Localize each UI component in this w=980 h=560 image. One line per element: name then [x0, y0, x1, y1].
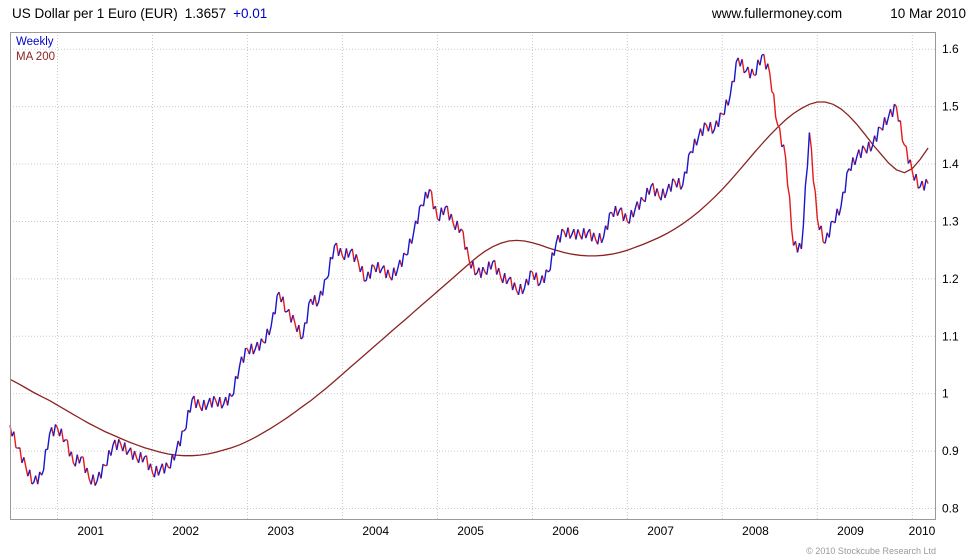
svg-text:2009: 2009 — [837, 524, 864, 538]
svg-text:0.9: 0.9 — [942, 444, 959, 458]
grid-lines — [10, 32, 936, 520]
header-meta: www.fullermoney.com 10 Mar 2010 — [712, 6, 966, 21]
plot-border — [10, 32, 936, 520]
legend-weekly: Weekly — [16, 36, 54, 48]
svg-text:0.8: 0.8 — [942, 502, 959, 516]
chart-area: 0.8 0.9 1 1.1 1.2 1.3 1.4 1.5 1.6 2001 2002 2003 200… — [0, 26, 980, 560]
legend-ma200: MA 200 — [16, 51, 55, 63]
svg-text:2008: 2008 — [742, 524, 769, 538]
svg-text:1.6: 1.6 — [942, 42, 959, 56]
svg-text:2002: 2002 — [172, 524, 199, 538]
ma200-line — [9, 101, 929, 457]
svg-text:1.1: 1.1 — [942, 329, 959, 343]
x-axis-labels: 2001 2002 2003 2004 2005 2006 2007 2008 2009 2010 — [77, 524, 935, 538]
legend: Weekly MA 200 — [16, 35, 55, 65]
last-price: 1.3657 — [184, 5, 227, 21]
y-axis-labels: 0.8 0.9 1 1.1 1.2 1.3 1.4 1.5 1.6 — [942, 42, 959, 515]
copyright-text: © 2010 Stockcube Research Ltd — [806, 546, 936, 556]
price-change: +0.01 — [233, 5, 268, 21]
date-text: 10 Mar 2010 — [890, 5, 966, 21]
chart-header: US Dollar per 1 Euro (EUR) 1.3657 +0.01 … — [0, 0, 980, 26]
svg-text:2010: 2010 — [909, 524, 936, 538]
website-text: www.fullermoney.com — [711, 5, 843, 21]
svg-text:1.2: 1.2 — [942, 272, 959, 286]
svg-text:1.5: 1.5 — [942, 100, 959, 114]
svg-text:2005: 2005 — [457, 524, 484, 538]
svg-text:1: 1 — [942, 387, 949, 401]
instrument-title: US Dollar per 1 Euro (EUR) — [12, 5, 178, 21]
svg-text:2007: 2007 — [647, 524, 674, 538]
price-series-down — [9, 54, 929, 486]
svg-text:2004: 2004 — [362, 524, 389, 538]
svg-text:2006: 2006 — [552, 524, 579, 538]
svg-text:2001: 2001 — [77, 524, 104, 538]
svg-text:2003: 2003 — [267, 524, 294, 538]
svg-text:1.3: 1.3 — [942, 215, 959, 229]
price-series-up — [11, 53, 927, 486]
svg-text:1.4: 1.4 — [942, 157, 959, 171]
instrument-block: US Dollar per 1 Euro (EUR) 1.3657 +0.01 — [12, 6, 267, 21]
